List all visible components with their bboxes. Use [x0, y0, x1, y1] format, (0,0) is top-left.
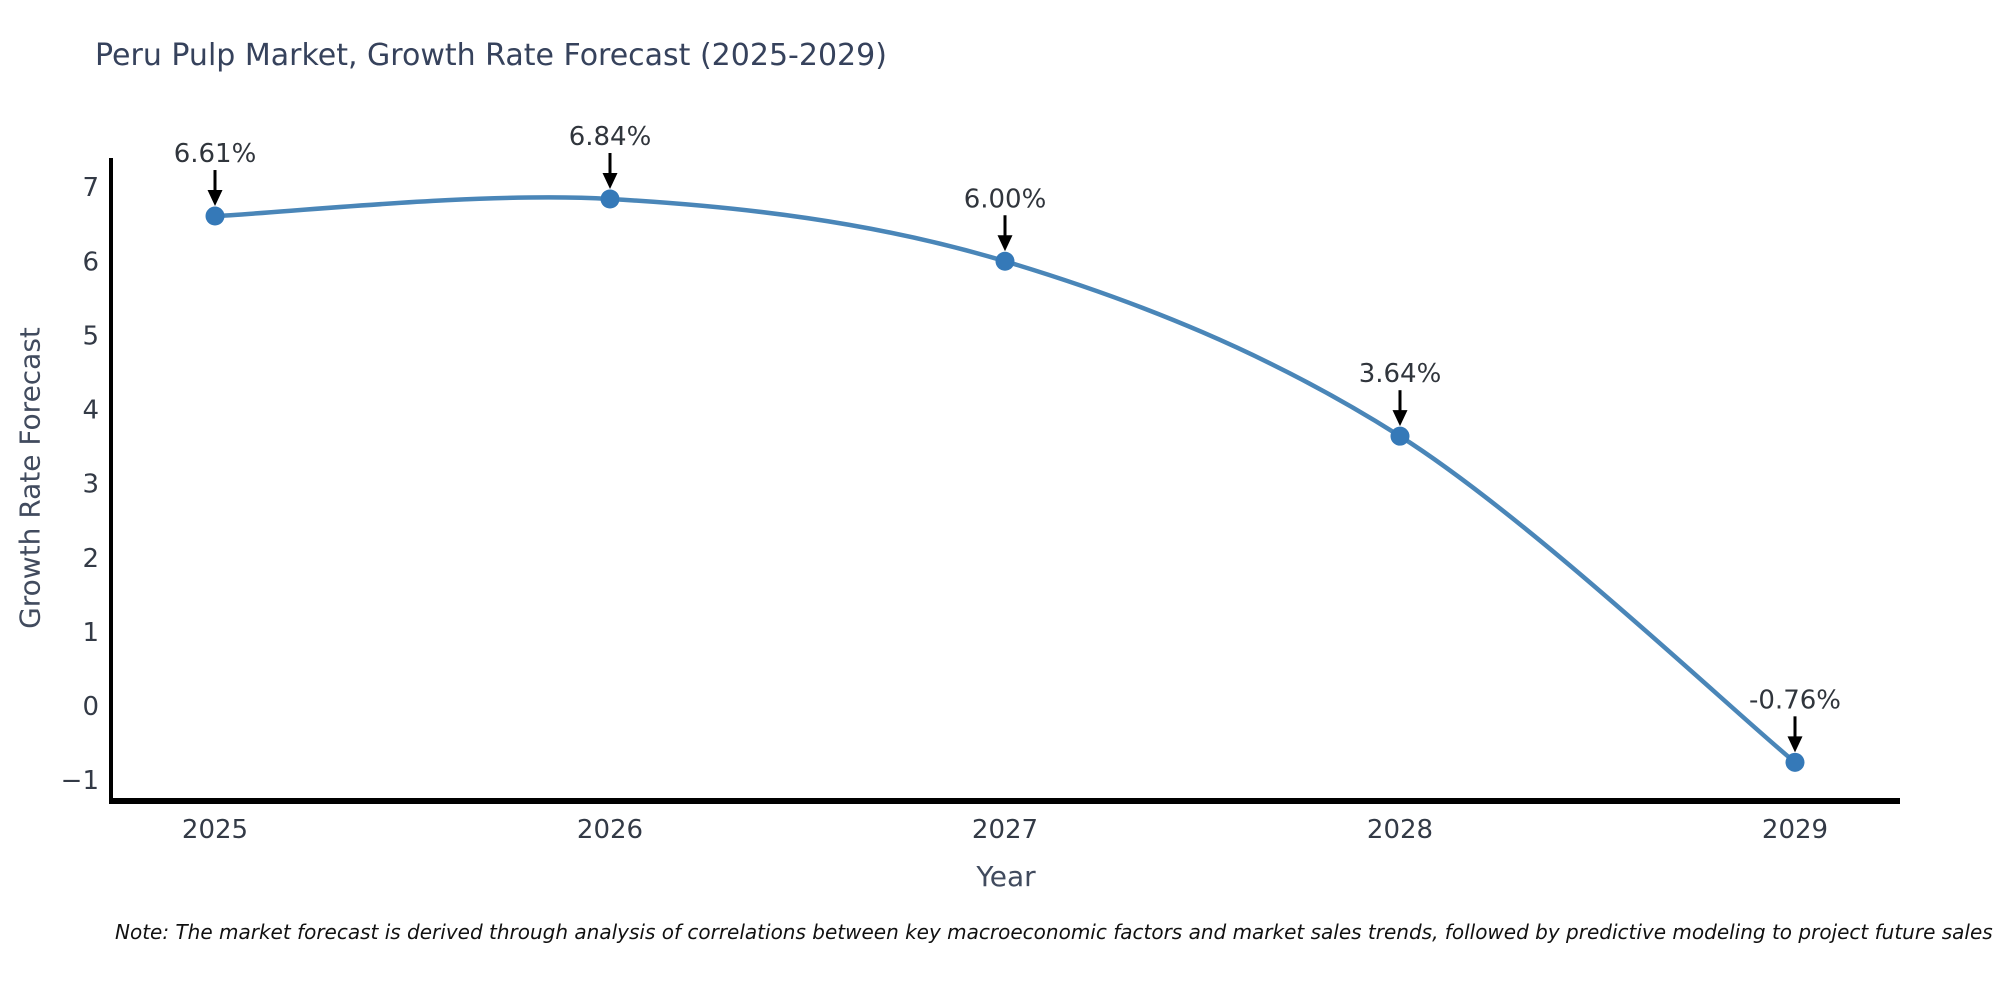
annotation-label: 3.64% — [1359, 359, 1442, 389]
annotation-arrowhead-icon — [207, 190, 223, 207]
y-tick-label: 3 — [82, 470, 99, 500]
annotation-label: 6.61% — [174, 139, 257, 169]
data-point-marker — [1785, 752, 1805, 772]
y-tick-label: 6 — [82, 247, 99, 277]
annotation-label: -0.76% — [1749, 685, 1841, 715]
x-tick-label: 2029 — [1762, 815, 1828, 845]
annotation-label: 6.84% — [569, 122, 652, 152]
annotation-arrowhead-icon — [602, 172, 618, 189]
y-tick-label: 2 — [82, 544, 99, 574]
forecast-line-series — [212, 195, 1798, 765]
data-point-marker — [205, 206, 225, 226]
x-axis-spine — [109, 798, 1900, 804]
x-tick-label: 2027 — [972, 815, 1038, 845]
y-tick-label: 0 — [82, 692, 99, 722]
y-tick-label: 7 — [82, 173, 99, 203]
annotation-arrowhead-icon — [1392, 410, 1408, 427]
data-point-marker — [600, 189, 620, 209]
y-tick-label: 1 — [82, 618, 99, 648]
data-point-marker — [1390, 426, 1410, 446]
data-point-marker — [995, 251, 1015, 271]
annotation-arrowhead-icon — [1787, 736, 1803, 753]
x-axis-title: Year — [976, 860, 1036, 893]
x-tick-label: 2025 — [182, 815, 248, 845]
annotation-arrowhead-icon — [997, 235, 1013, 252]
y-tick-label: 5 — [82, 321, 99, 351]
y-axis-spine — [109, 158, 113, 804]
x-tick-label: 2026 — [577, 815, 643, 845]
chart-footnote: Note: The market forecast is derived thr… — [115, 920, 1993, 944]
x-tick-label: 2028 — [1367, 815, 1433, 845]
y-tick-label: 4 — [82, 396, 99, 426]
y-tick-label: −1 — [61, 766, 99, 796]
chart-title: Peru Pulp Market, Growth Rate Forecast (… — [95, 38, 887, 73]
annotation-label: 6.00% — [964, 184, 1047, 214]
